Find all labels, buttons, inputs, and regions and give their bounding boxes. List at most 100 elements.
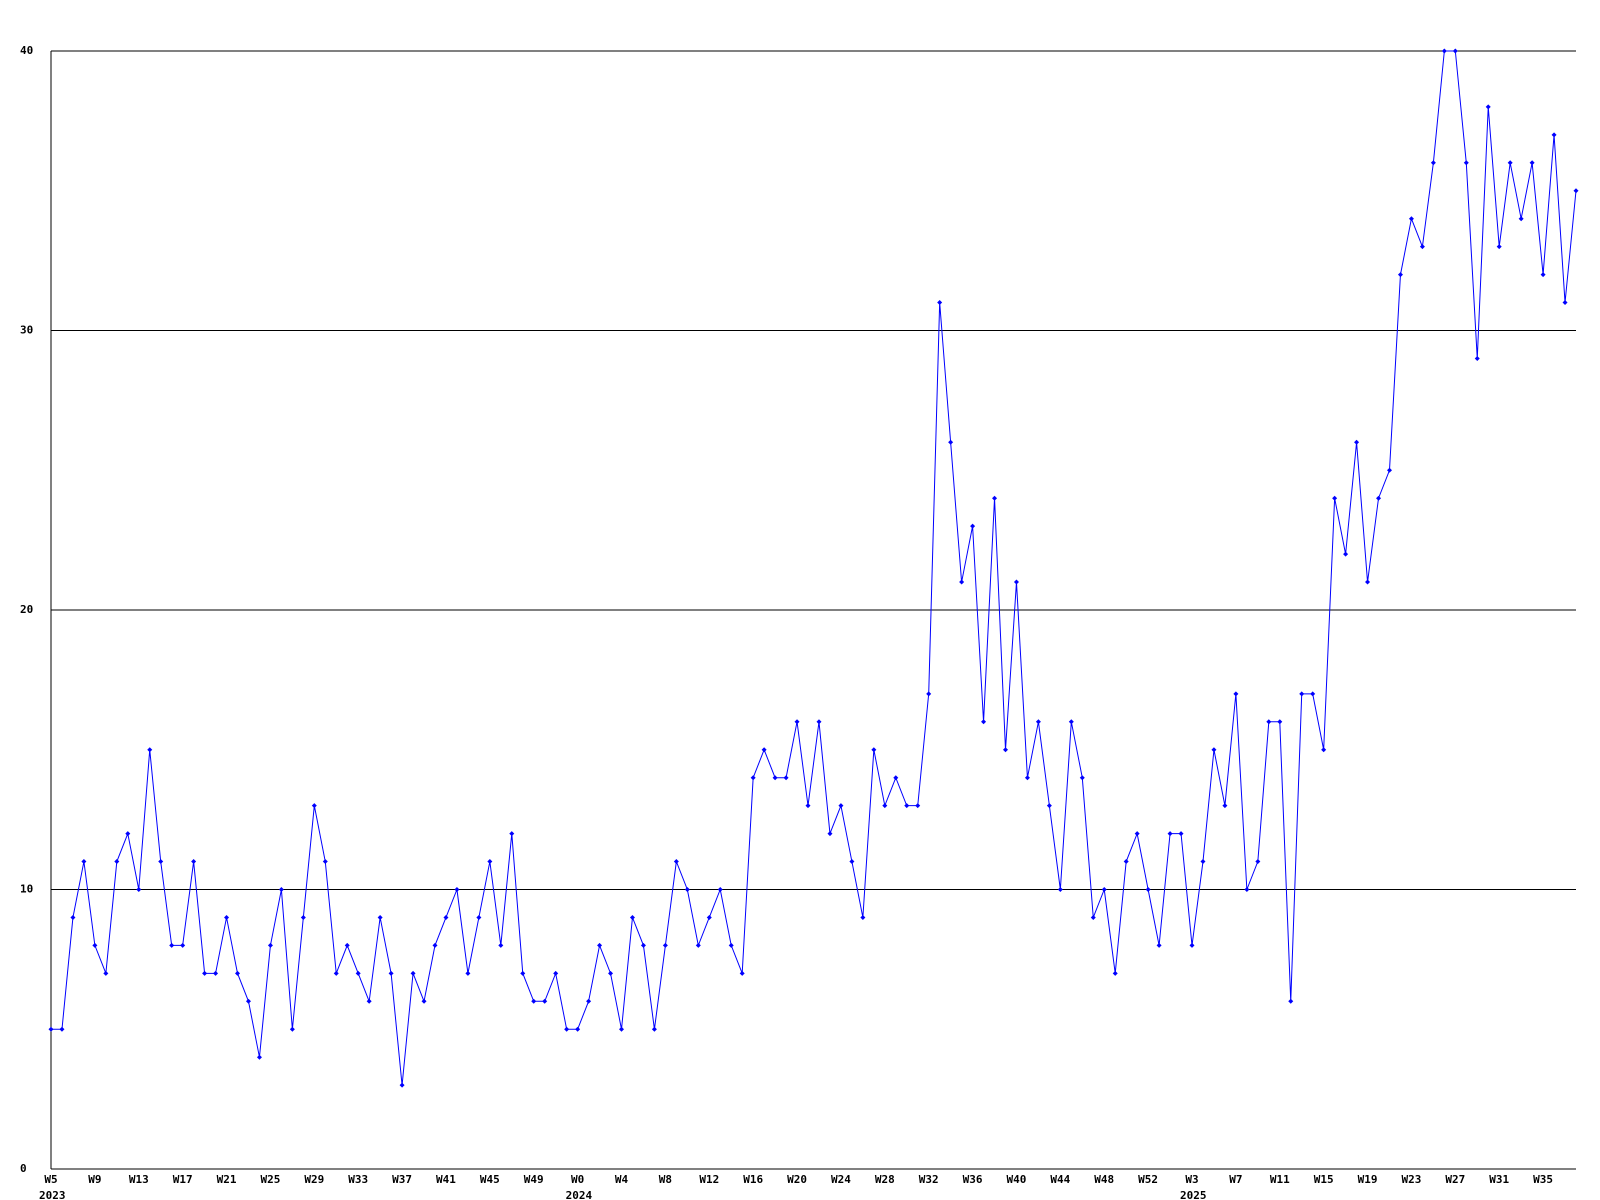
data-point: [816, 719, 822, 725]
data-point: [180, 942, 186, 948]
data-point: [224, 914, 230, 920]
data-point: [1255, 859, 1261, 865]
x-tick-label: W23: [1401, 1173, 1421, 1186]
data-point: [465, 970, 471, 976]
data-point: [640, 942, 646, 948]
x-tick-label: W28: [875, 1173, 895, 1186]
x-tick-label: W24: [831, 1173, 851, 1186]
data-point: [1277, 719, 1283, 725]
data-point: [1035, 719, 1041, 725]
data-point: [1101, 887, 1107, 892]
data-point: [1430, 160, 1436, 166]
data-point: [1024, 775, 1030, 781]
x-group-label: 2023: [39, 1189, 66, 1200]
data-point: [531, 998, 537, 1004]
data-point: [432, 942, 438, 948]
data-point: [750, 775, 756, 781]
data-point: [739, 970, 745, 976]
data-point: [575, 1026, 581, 1032]
data-point: [1145, 887, 1151, 892]
data-point: [1310, 691, 1316, 697]
data-point: [1343, 551, 1349, 557]
data-point: [959, 579, 965, 585]
data-point: [1211, 747, 1217, 753]
data-point: [772, 775, 778, 781]
data-point: [245, 998, 251, 1004]
data-point: [388, 970, 394, 976]
data-point: [191, 859, 197, 865]
x-tick-label: W31: [1489, 1173, 1509, 1186]
data-point: [1540, 272, 1546, 278]
x-tick-label: W32: [919, 1173, 939, 1186]
data-point: [970, 523, 976, 529]
data-point: [1365, 579, 1371, 585]
data-point: [476, 914, 482, 920]
data-point: [48, 1026, 54, 1032]
data-point: [256, 1054, 262, 1060]
data-point: [783, 775, 789, 781]
data-point: [706, 914, 712, 920]
data-point: [136, 887, 142, 892]
data-point: [1167, 831, 1173, 837]
data-point: [992, 495, 998, 501]
data-point: [333, 970, 339, 976]
data-point: [1386, 467, 1392, 473]
data-point: [1079, 775, 1085, 781]
data-point: [619, 1026, 625, 1032]
data-point: [937, 300, 943, 306]
x-tick-label: W7: [1229, 1173, 1242, 1186]
data-point: [761, 747, 767, 753]
data-point: [794, 719, 800, 725]
data-point: [1474, 355, 1480, 361]
x-tick-label: W5: [44, 1173, 57, 1186]
x-tick-label: W48: [1094, 1173, 1114, 1186]
x-tick-label: W25: [260, 1173, 280, 1186]
data-point: [1573, 188, 1579, 194]
data-point: [1123, 859, 1129, 865]
data-point: [267, 942, 273, 948]
x-tick-label: W11: [1270, 1173, 1290, 1186]
data-point: [410, 970, 416, 976]
data-point: [147, 747, 153, 753]
y-tick-label: 10: [20, 883, 33, 896]
data-point: [443, 914, 449, 920]
data-point: [728, 942, 734, 948]
data-point: [1397, 272, 1403, 278]
data-point: [948, 439, 954, 445]
data-point: [662, 942, 668, 948]
data-point: [1529, 160, 1535, 166]
data-point: [344, 942, 350, 948]
data-point: [235, 970, 241, 976]
data-point: [1090, 914, 1096, 920]
data-point: [1376, 495, 1382, 501]
x-tick-label: W49: [524, 1173, 544, 1186]
data-point: [838, 803, 844, 809]
data-point: [827, 831, 833, 837]
data-point: [1233, 691, 1239, 697]
x-tick-label: W4: [615, 1173, 629, 1186]
data-point: [717, 887, 723, 892]
x-tick-label: W37: [392, 1173, 412, 1186]
x-tick-label: W36: [963, 1173, 983, 1186]
data-point: [1068, 719, 1074, 725]
data-point: [1463, 160, 1469, 166]
x-tick-label: W40: [1007, 1173, 1027, 1186]
x-tick-label: W21: [217, 1173, 237, 1186]
data-point: [421, 998, 427, 1004]
x-group-label: 2025: [1180, 1189, 1207, 1200]
data-point: [915, 803, 921, 809]
data-point: [673, 859, 679, 865]
x-tick-label: W35: [1533, 1173, 1553, 1186]
x-group-label: 2024: [566, 1189, 593, 1200]
data-point: [300, 914, 306, 920]
data-point: [904, 803, 910, 809]
data-point: [1057, 887, 1063, 892]
data-point: [213, 970, 219, 976]
data-point: [893, 775, 899, 781]
data-point: [498, 942, 504, 948]
data-point: [981, 719, 987, 725]
data-point: [1288, 998, 1294, 1004]
data-point: [1189, 942, 1195, 948]
data-point: [1200, 859, 1206, 865]
